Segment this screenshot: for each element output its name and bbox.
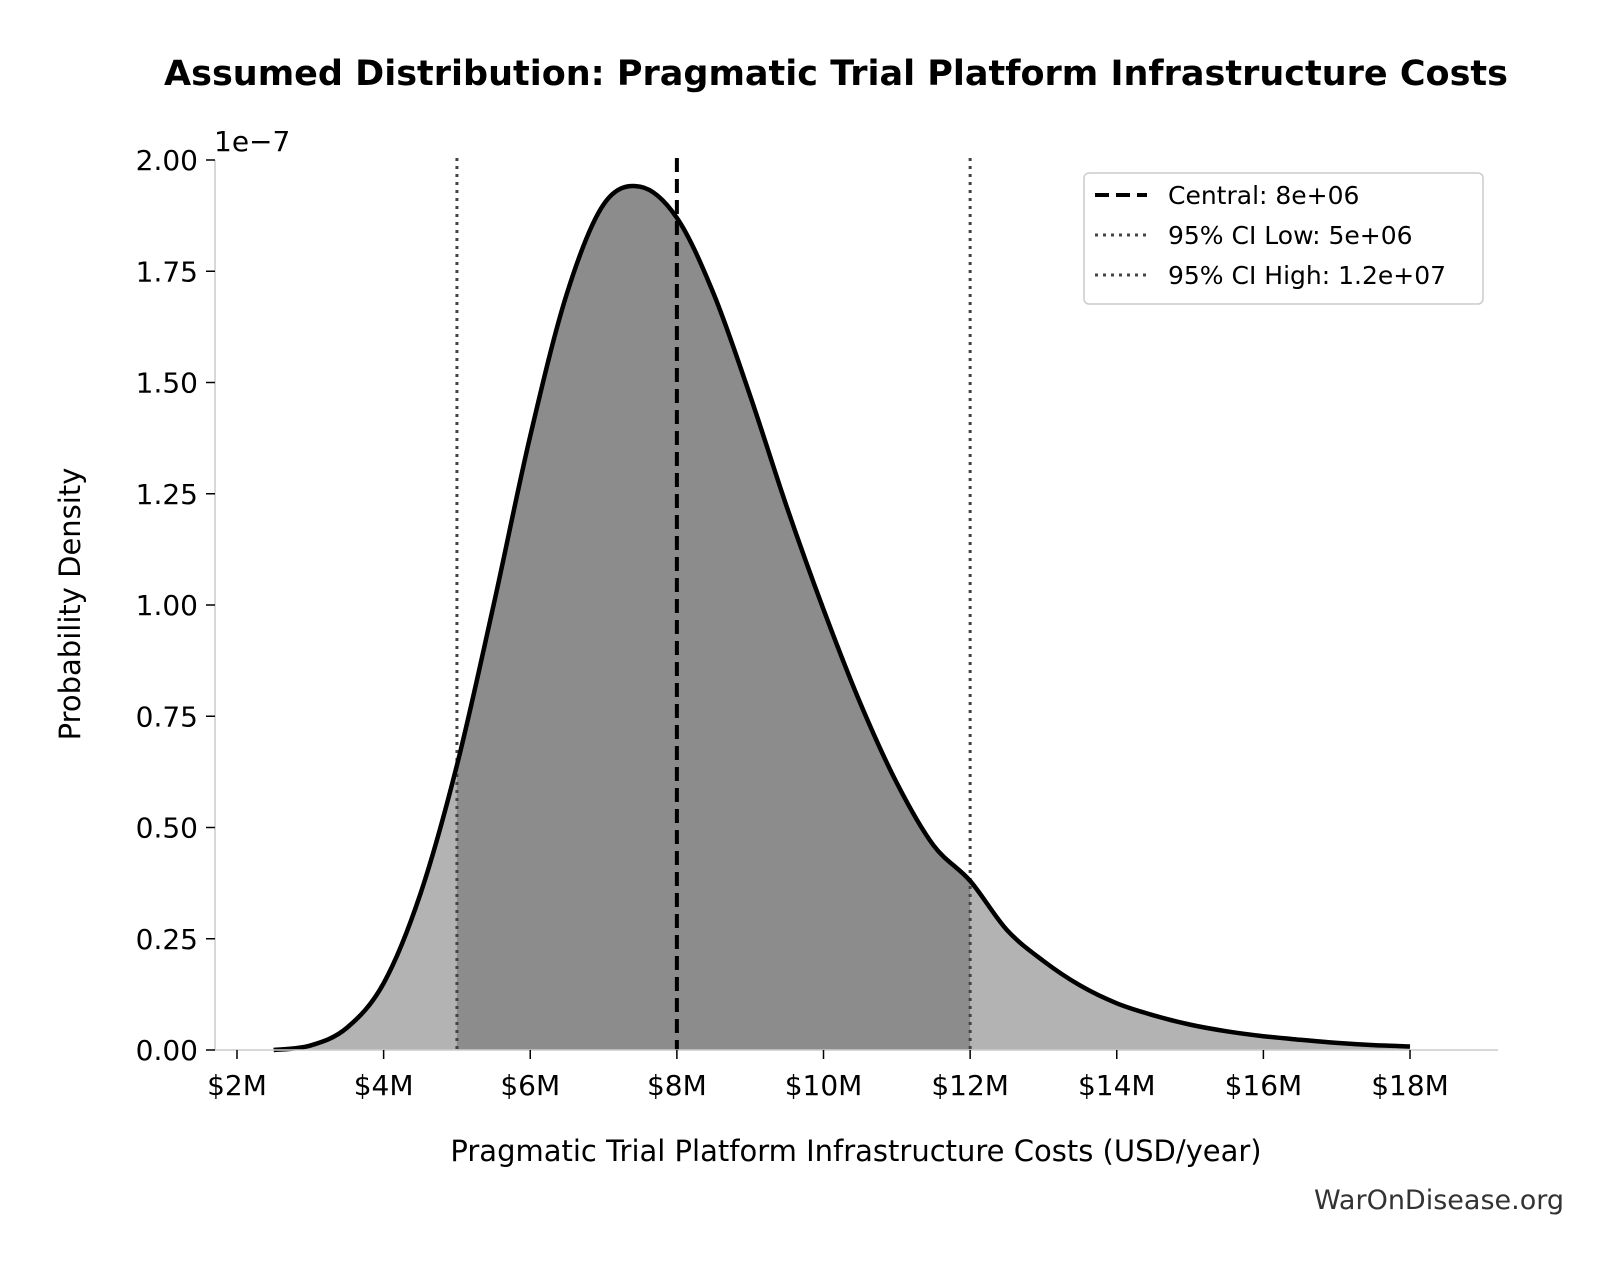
x-tick-label: $16M: [1225, 1069, 1303, 1102]
chart-title: Assumed Distribution: Pragmatic Trial Pl…: [164, 54, 1508, 94]
x-tick-label: $4M: [354, 1069, 414, 1102]
marker-lines: [455, 158, 972, 1050]
legend-box: [1083, 172, 1484, 305]
y-tick-label: 2.00: [136, 144, 198, 177]
x-tick-label: $14M: [1078, 1069, 1156, 1102]
legend-label: Central: 8e+06: [1168, 181, 1359, 210]
x-tick-label: $18M: [1371, 1069, 1449, 1102]
y-tick-label: 1.25: [136, 478, 198, 511]
y-tick-label: 0.50: [136, 812, 198, 845]
legend-label: 95% CI High: 1.2e+07: [1168, 261, 1446, 290]
x-tick-label: $12M: [931, 1069, 1009, 1102]
x-tick-label: $6M: [500, 1069, 560, 1102]
plot-area: $2M $4M $6M $8M $10M $12M $14M $16M $18M 0.00 0.2…: [136, 144, 1498, 1102]
x-tick-label: $2M: [207, 1069, 267, 1102]
y-axis-label: Probability Density: [53, 468, 87, 741]
y-tick-label: 1.50: [136, 367, 198, 400]
y-axis-ticks: 0.00 0.25 0.50 0.75 1.00 1.25 1.50 1.75 2.00: [136, 144, 215, 1067]
y-tick-label: 1.00: [136, 589, 198, 622]
legend: Central: 8e+06 95% CI Low: 5e+06 95% CI Hi…: [1083, 172, 1484, 305]
x-axis-ticks: $2M $4M $6M $8M $10M $12M $14M $16M $18M: [207, 1050, 1449, 1102]
x-axis-label: Pragmatic Trial Platform Infrastructure …: [450, 1134, 1261, 1168]
y-scale-label: 1e−7: [214, 125, 290, 158]
credit-text: WarOnDisease.org: [1314, 1185, 1564, 1216]
legend-label: 95% CI Low: 5e+06: [1168, 221, 1413, 250]
y-tick-label: 0.25: [136, 923, 198, 956]
y-tick-label: 0.75: [136, 700, 198, 733]
x-tick-label: $10M: [785, 1069, 863, 1102]
y-tick-label: 0.00: [136, 1034, 198, 1067]
density-curve: [273, 183, 1411, 1053]
density-fill-ci: [456, 185, 971, 1050]
y-tick-label: 1.75: [136, 255, 198, 288]
x-tick-label: $8M: [647, 1069, 707, 1102]
